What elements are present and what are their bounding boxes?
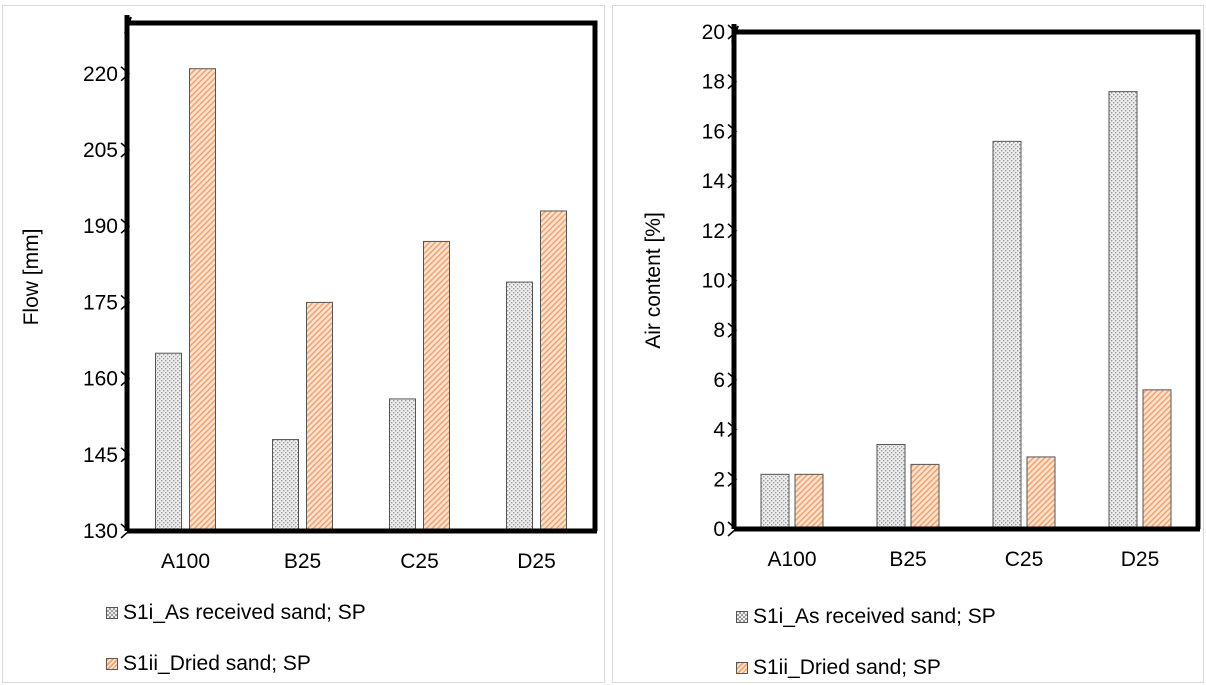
- bar-series-2-b25: [306, 301, 333, 532]
- y-tick-mark: [727, 322, 738, 338]
- x-tick-label: C25: [400, 550, 439, 573]
- y-tick-label: 14: [702, 170, 726, 193]
- y-tick-label: 130: [83, 520, 118, 543]
- x-tick-label: A100: [767, 548, 816, 571]
- y-tick-mark: [727, 173, 738, 189]
- flow-chart-panel: 130 145 160 175 190 205 220 A100 B25 C25 D25 Flow […: [2, 5, 605, 683]
- y-tick-label: 8: [713, 319, 725, 342]
- x-tick-label: D25: [1121, 548, 1160, 571]
- legend-swatch-series-2: [736, 662, 748, 674]
- legend-label-series-2: S1ii_Dried sand; SP: [123, 652, 311, 675]
- bar-series-1-c25: [389, 398, 416, 532]
- bar-series-2-c25: [1026, 456, 1056, 530]
- y-tick-mark: [727, 272, 738, 289]
- plot-frame: [734, 29, 1201, 529]
- x-tick-label: A100: [161, 550, 210, 573]
- y-tick-mark: [727, 521, 738, 537]
- bar-series-2-b25: [910, 463, 940, 530]
- legend-label-series-1: S1i_As received sand; SP: [123, 601, 366, 624]
- bar-series-2-d25: [540, 210, 567, 532]
- y-tick-mark: [120, 523, 131, 539]
- y-tick-mark: [120, 294, 131, 310]
- bar-series-1-d25: [1108, 91, 1138, 530]
- y-tick-label: 145: [83, 444, 118, 467]
- y-tick-label: 205: [83, 139, 118, 162]
- legend-label-series-2: S1ii_Dried sand; SP: [753, 656, 941, 679]
- x-tick-label: B25: [284, 550, 321, 573]
- legend-item-series-1: S1i_As received sand; SP: [736, 605, 996, 629]
- legend-swatch-series-1: [106, 607, 118, 619]
- flow-chart: 130 145 160 175 190 205 220 A100 B25 C25 D25 Flow […: [20, 15, 598, 573]
- y-tick-label: 4: [713, 419, 725, 442]
- y-tick-label: 190: [83, 215, 118, 238]
- x-tick-label: C25: [1005, 548, 1044, 571]
- bar-series-1-c25: [992, 140, 1022, 530]
- bar-series-1-b25: [876, 444, 906, 530]
- y-tick-label: 2: [713, 468, 725, 491]
- y-tick-mark: [727, 471, 738, 487]
- y-tick-mark: [727, 372, 738, 388]
- bar-series-1-b25: [272, 439, 299, 532]
- bar-series-2-a100: [794, 473, 824, 530]
- y-tick-mark: [120, 142, 131, 158]
- legend-swatch-series-2: [106, 658, 118, 670]
- bar-series-1-a100: [760, 473, 790, 530]
- y-tick-label: 12: [702, 220, 725, 243]
- y-tick-mark: [120, 218, 131, 234]
- y-tick-label: 220: [83, 63, 118, 86]
- y-tick-label: 0: [713, 518, 725, 541]
- y-tick-label: 160: [83, 368, 118, 391]
- y-tick-label: 20: [702, 21, 725, 44]
- y-tick-label: 16: [702, 120, 725, 143]
- y-axis-title: Flow [mm]: [20, 229, 43, 326]
- y-axis-top-mark: [731, 25, 739, 43]
- bar-series-2-a100: [189, 68, 216, 532]
- y-tick-label: 18: [702, 71, 725, 94]
- legend-swatch-series-1: [736, 611, 748, 623]
- bar-series-1-a100: [155, 352, 182, 532]
- air-content-chart: 0 2 4 6 8 10 12 14 16 18 20 A100 B25 C25 D25 Air conten…: [642, 21, 1201, 571]
- x-tick-label: B25: [889, 548, 926, 571]
- y-tick-mark: [727, 24, 738, 40]
- y-tick-mark: [120, 66, 131, 82]
- y-axis-top-mark: [124, 16, 132, 34]
- legend-item-series-2: S1ii_Dried sand; SP: [736, 656, 941, 680]
- legend-item-series-2: S1ii_Dried sand; SP: [106, 652, 311, 676]
- bar-series-2-c25: [423, 240, 450, 532]
- y-tick-label: 175: [83, 291, 118, 314]
- y-tick-mark: [727, 123, 738, 139]
- legend-label-series-1: S1i_As received sand; SP: [753, 605, 996, 628]
- y-tick-mark: [727, 223, 738, 239]
- y-tick-mark: [727, 422, 738, 438]
- y-tick-label: 10: [702, 270, 725, 293]
- y-tick-mark: [120, 371, 131, 387]
- bar-series-1-d25: [506, 281, 533, 532]
- y-axis-title: Air content [%]: [642, 212, 665, 349]
- air-content-chart-panel: 0 2 4 6 8 10 12 14 16 18 20 A100 B25 C25 D25 Air conten…: [612, 5, 1204, 683]
- legend-item-series-1: S1i_As received sand; SP: [106, 601, 366, 625]
- x-tick-label: D25: [517, 550, 556, 573]
- y-tick-mark: [120, 447, 131, 463]
- bar-series-2-d25: [1142, 389, 1172, 530]
- plot-frame: [127, 20, 598, 531]
- y-tick-label: 6: [713, 369, 725, 392]
- y-tick-mark: [727, 74, 738, 90]
